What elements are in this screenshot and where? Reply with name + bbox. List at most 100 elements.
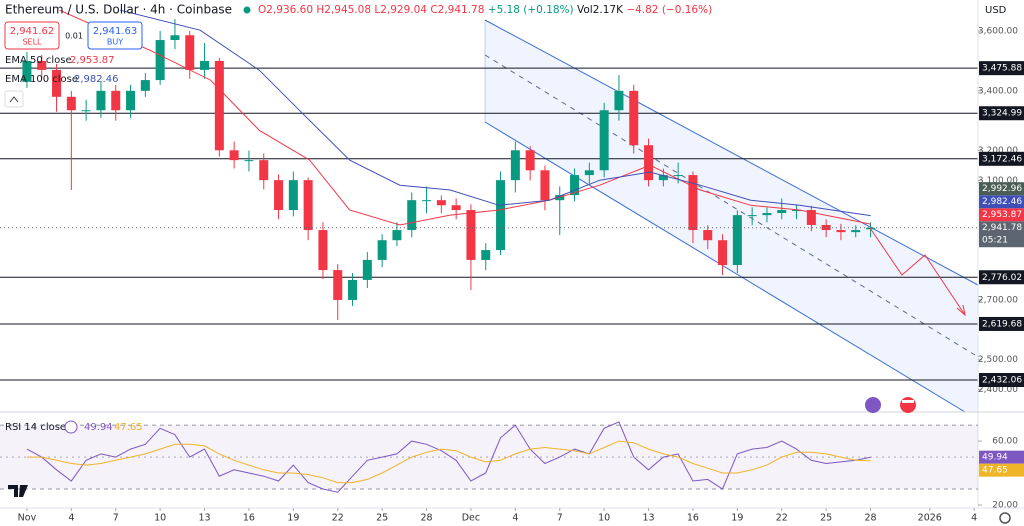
candle-body [155, 40, 165, 81]
level-label: 2,776.02 [982, 273, 1022, 283]
arrow-head [956, 304, 966, 317]
candle-body [200, 60, 210, 70]
candle-body [821, 224, 831, 231]
x-tick-label: 4 [68, 513, 74, 524]
quote-vol-change: −4.82 (−0.16%) [626, 4, 712, 16]
collapse-button[interactable] [4, 90, 24, 108]
rsi-value: 49.94 [84, 422, 113, 433]
quote: O2,936.60 H2,945.08 L2,929.04 C2,941.78 … [258, 4, 712, 16]
level-badge [979, 270, 1024, 285]
candle-body [762, 213, 772, 216]
candle-body [510, 150, 520, 181]
candle-body [451, 205, 461, 211]
rsi-line [26, 421, 871, 493]
x-tick-label: 16 [243, 513, 255, 524]
buy-button[interactable] [87, 21, 143, 50]
quote-close: C2,941.78 [430, 4, 484, 16]
x-tick-label: 19 [287, 513, 299, 524]
candle-body [540, 170, 550, 201]
rsi-settings[interactable] [64, 420, 78, 434]
settings-icon[interactable] [999, 512, 1011, 524]
icon-ai[interactable] [865, 397, 881, 413]
y-tick-label: 2,400.00 [978, 385, 1018, 395]
candle-body [244, 160, 254, 162]
level-label: 2,432.06 [982, 376, 1022, 386]
candle-body [229, 150, 239, 161]
candle-body [140, 80, 150, 91]
candle-body [52, 69, 62, 97]
sell-price: 2,941.62 [10, 26, 55, 37]
x-tick-label: 16 [687, 513, 699, 524]
candle-body [732, 215, 742, 266]
candle-body [318, 230, 328, 271]
icon-flag[interactable] [900, 397, 916, 413]
candle-body [274, 180, 284, 211]
quote-change: +5.18 (+0.18%) [488, 4, 574, 16]
candle-body [466, 210, 476, 260]
candle-body [288, 180, 298, 211]
candle-body [303, 180, 313, 231]
collapse-icon [9, 96, 19, 103]
candle-body [525, 150, 535, 171]
candle-body [629, 90, 639, 146]
candle-body [170, 35, 180, 41]
buy-price: 2,941.63 [93, 26, 138, 37]
tv-logo [8, 485, 28, 497]
quote-low: L2,929.04 [374, 4, 427, 16]
x-tick-label: 13 [198, 513, 210, 524]
quote-volume: Vol2.17K [577, 4, 624, 16]
x-tick-label: 4 [512, 513, 518, 524]
y-tick-label: 20.00 [992, 501, 1018, 511]
candle-body [658, 175, 668, 181]
rsi-title: RSI 14 close [5, 422, 66, 433]
candle-body [22, 60, 32, 82]
x-tick-label: 4 [971, 513, 977, 524]
candle-body [422, 200, 432, 202]
legend-ema50-value: 2,953.87 [70, 55, 115, 66]
icon-flag-stripe [902, 400, 914, 403]
x-tick-label: Dec [462, 513, 480, 524]
candle-body [436, 200, 446, 206]
sell-button[interactable] [4, 21, 60, 50]
rsi-badge-label: 49.94 [982, 453, 1008, 463]
candle-body [836, 230, 846, 233]
price-countdown: 05:21 [982, 236, 1008, 246]
x-tick-label: 19 [731, 513, 743, 524]
price-badge-label: 2,941.78 [982, 223, 1022, 233]
candle-body [481, 250, 491, 260]
quote-open: O2,936.60 [258, 4, 313, 16]
channel-fill [485, 20, 978, 412]
candle-body [688, 175, 698, 231]
price-badge [979, 195, 1024, 209]
price-badge-label: 2,953.87 [982, 210, 1022, 220]
level-badge [979, 373, 1024, 388]
x-tick-label: 7 [557, 513, 563, 524]
level-label: 3,324.99 [982, 109, 1022, 119]
candle-body [392, 230, 402, 241]
candle-body [614, 90, 624, 111]
x-tick-label: 22 [332, 513, 344, 524]
x-tick-label: 28 [420, 513, 432, 524]
y-tick-label: 3,600.00 [978, 27, 1018, 37]
candle-body [644, 145, 654, 181]
candle-body [407, 200, 417, 231]
buy-label: BUY [107, 38, 123, 47]
y-tick-label: 3,100.00 [978, 176, 1018, 186]
candle-body [111, 90, 121, 111]
level-label: 3,172.46 [982, 154, 1022, 164]
candle-body [66, 96, 76, 111]
rsi-band [0, 425, 978, 490]
candle-body [673, 175, 683, 177]
ema-line [120, 9, 871, 217]
spread: 0.01 [65, 32, 83, 41]
rsi-badge [979, 450, 1024, 464]
candle-body [333, 270, 343, 300]
candle-body [806, 210, 816, 225]
candle-body [96, 90, 106, 111]
x-tick-label: 25 [376, 513, 388, 524]
status-dot [243, 6, 251, 14]
projection-arrow [869, 227, 966, 316]
rsi-badge-label: 47.65 [982, 466, 1008, 476]
x-tick-label: Nov [18, 513, 37, 524]
